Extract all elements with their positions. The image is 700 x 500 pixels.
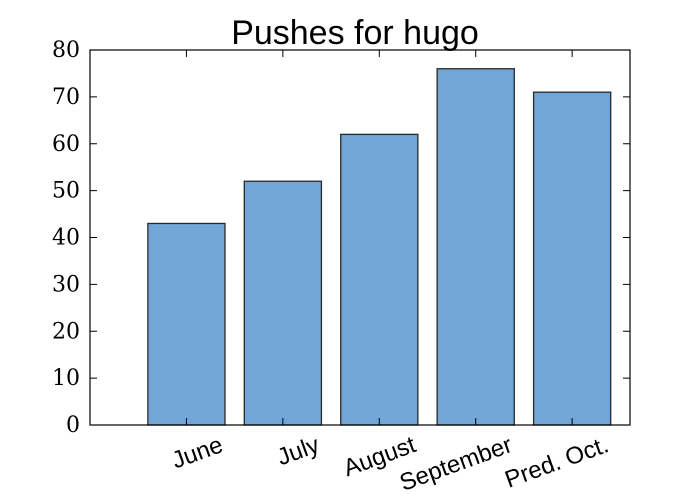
x-tick-label: June [168,431,226,474]
bar-june [147,222,226,426]
bar-pred-oct [532,91,612,426]
y-tick-label: 0 [66,413,80,438]
y-tick-label: 40 [52,226,80,251]
y-tick-label: 50 [52,179,80,204]
x-tick-label: July [274,431,323,471]
chart-title: Pushes for hugo [231,14,479,52]
y-tick-label: 30 [52,272,80,297]
bar-september [436,68,515,426]
plot-frame [89,49,631,426]
y-axis: 0 10 20 30 40 50 60 70 80 [52,38,630,438]
y-tick-label: 10 [52,366,80,391]
x-tick-label: Pred. Oct. [501,431,612,493]
y-tick-label: 80 [52,38,80,63]
bar-july [243,180,323,426]
y-tick-label: 20 [52,319,80,344]
x-tick-label: September [396,431,516,497]
bars-group [147,68,612,426]
y-tick-label: 60 [52,132,80,157]
y-tick-label: 70 [52,85,80,110]
bar-august [340,133,419,426]
